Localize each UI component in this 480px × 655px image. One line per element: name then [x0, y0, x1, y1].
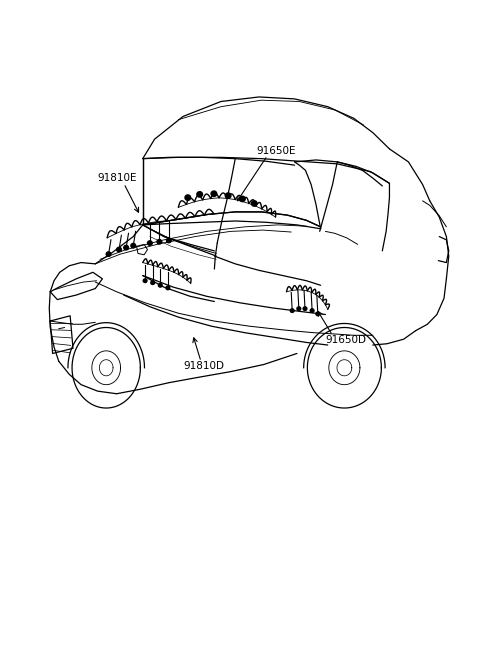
Polygon shape	[211, 191, 217, 196]
Polygon shape	[131, 244, 136, 248]
Polygon shape	[166, 286, 170, 290]
Polygon shape	[157, 240, 162, 244]
Polygon shape	[147, 241, 152, 246]
Polygon shape	[158, 284, 162, 287]
Polygon shape	[143, 279, 147, 282]
Polygon shape	[117, 248, 121, 252]
Polygon shape	[124, 246, 129, 250]
Polygon shape	[297, 307, 301, 310]
Polygon shape	[316, 312, 320, 316]
Polygon shape	[252, 200, 257, 206]
Text: 91810E: 91810E	[97, 173, 137, 183]
Polygon shape	[290, 309, 294, 312]
Polygon shape	[240, 196, 245, 202]
Polygon shape	[225, 193, 231, 198]
Text: 91650E: 91650E	[257, 146, 296, 156]
Polygon shape	[167, 238, 171, 243]
Polygon shape	[303, 307, 307, 310]
Text: 91810D: 91810D	[183, 362, 224, 371]
Polygon shape	[106, 252, 111, 256]
Text: 91650D: 91650D	[325, 335, 366, 345]
Polygon shape	[151, 281, 155, 284]
Polygon shape	[185, 195, 191, 200]
Polygon shape	[310, 309, 314, 312]
Polygon shape	[197, 192, 203, 197]
